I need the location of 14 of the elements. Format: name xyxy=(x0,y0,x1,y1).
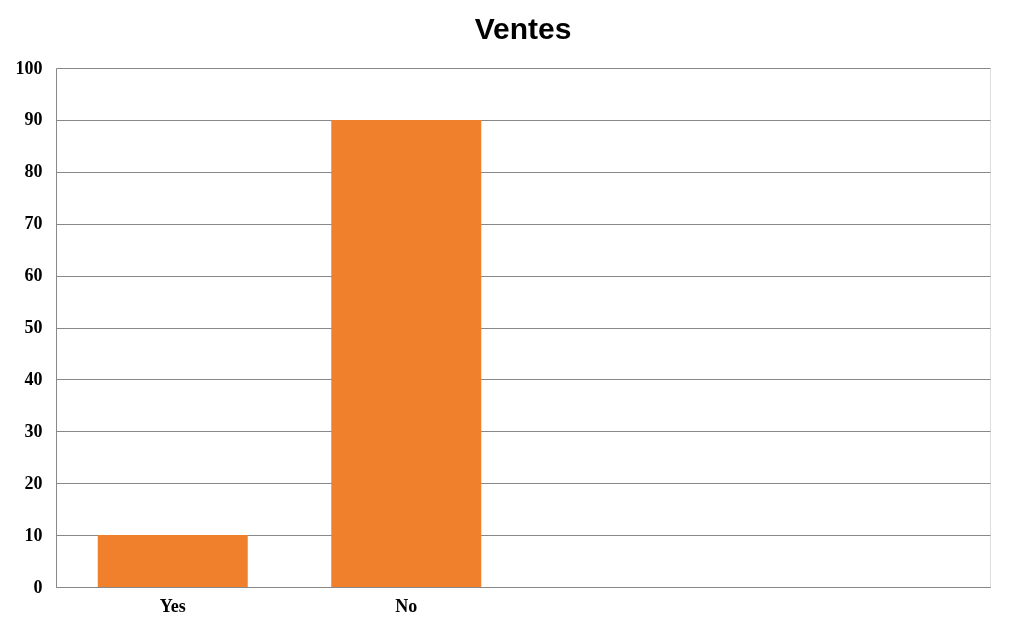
y-tick-label: 70 xyxy=(24,213,43,234)
y-tick-label: 0 xyxy=(33,576,43,597)
y-tick-label: 80 xyxy=(24,161,43,182)
y-tick-label: 100 xyxy=(15,57,43,78)
chart-title: Ventes xyxy=(474,12,572,45)
x-tick-label: No xyxy=(395,595,418,616)
y-tick-label: 30 xyxy=(24,420,43,441)
y-tick-label: 60 xyxy=(24,265,43,286)
y-tick-label: 40 xyxy=(24,368,43,389)
y-tick-label: 10 xyxy=(24,524,43,545)
y-tick-label: 20 xyxy=(24,472,43,493)
x-tick-label: Yes xyxy=(159,595,186,616)
y-tick-label: 50 xyxy=(24,317,43,337)
y-tick-label: 90 xyxy=(24,109,43,130)
